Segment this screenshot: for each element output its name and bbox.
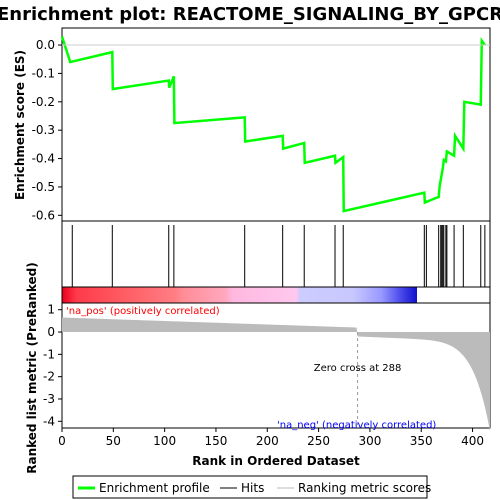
x-tick-label: 400	[461, 434, 484, 448]
x-tick-label: 250	[307, 434, 330, 448]
es-profile-line	[60, 36, 486, 213]
es-y-tick-label: -0.6	[32, 208, 55, 222]
es-y-tick-label: 0.0	[36, 38, 55, 52]
x-tick-label: 50	[106, 434, 121, 448]
metric-y-axis-label: Ranked list metric (PreRanked)	[25, 262, 39, 474]
es-y-tick-label: -0.5	[32, 180, 55, 194]
es-y-tick-label: -0.3	[32, 123, 55, 137]
x-axis-label: Rank in Ordered Dataset	[192, 454, 360, 468]
x-tick-label: 100	[153, 434, 176, 448]
metric-y-tick-label: -2	[43, 370, 55, 384]
zero-cross-label: Zero cross at 288	[314, 363, 402, 374]
rank-heatmap-bar	[61, 286, 491, 304]
x-tick-label: 0	[58, 434, 66, 448]
hits-panel	[61, 220, 491, 288]
ranking-metric-area	[62, 317, 490, 432]
es-y-tick-label: -0.4	[32, 152, 55, 166]
metric-y-ticks: 1 0 -1 -2 -3 -4	[43, 303, 62, 428]
chart-title: Enrichment plot: REACTOME_SIGNALING_BY_G…	[0, 4, 500, 25]
x-ticks: 0 50 100 150 200 250 300 350 400	[58, 428, 484, 448]
x-tick-label: 350	[410, 434, 433, 448]
legend: Enrichment profile Hits Ranking metric s…	[72, 475, 431, 499]
hits-panel-frame	[61, 220, 491, 288]
metric-y-tick-label: -4	[43, 414, 55, 428]
heatmap-gradient	[62, 287, 417, 303]
es-y-ticks: 0.0 -0.1 -0.2 -0.3 -0.4 -0.5 -0.6	[32, 38, 62, 222]
metric-y-tick-label: 1	[47, 303, 55, 317]
x-tick-label: 200	[256, 434, 279, 448]
legend-es-label: Enrichment profile	[99, 481, 210, 495]
legend-metric-label: Ranking metric scores	[298, 481, 431, 495]
legend-frame	[72, 475, 428, 499]
neg-correlated-label: 'na_neg' (negatively correlated)	[277, 420, 436, 431]
es-y-axis-label: Enrichment score (ES)	[13, 50, 27, 200]
legend-hits-label: Hits	[241, 481, 264, 495]
metric-y-tick-label: 0	[47, 325, 55, 339]
es-panel: 0.0 -0.1 -0.2 -0.3 -0.4 -0.5 -0.6 Enrichment s…	[13, 27, 491, 222]
metric-panel: Zero cross at 288 'na_pos' (positively c…	[25, 262, 491, 474]
es-y-tick-label: -0.1	[32, 66, 55, 80]
pos-correlated-label: 'na_pos' (positively correlated)	[66, 306, 220, 317]
metric-y-tick-label: -1	[43, 347, 55, 361]
x-tick-label: 150	[205, 434, 228, 448]
es-panel-frame	[61, 27, 491, 222]
metric-y-tick-label: -3	[43, 392, 55, 406]
hit-lines	[71, 225, 486, 287]
es-y-tick-label: -0.2	[32, 95, 55, 109]
x-tick-label: 300	[358, 434, 381, 448]
